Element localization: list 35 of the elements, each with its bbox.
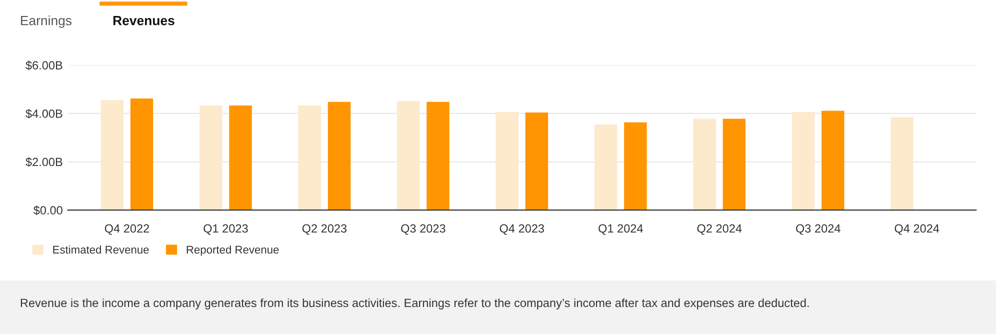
text: Revenue is the income a company generates from its business activities. Earnings refer to the company’s income after tax and expenses are deducted. [20, 298, 809, 310]
bar [890, 117, 914, 210]
bar [525, 112, 548, 210]
bar [229, 105, 252, 210]
bar [200, 105, 222, 210]
x-tick-label: Q1 2024 [598, 224, 643, 235]
y-tick-label: $6.00B [26, 60, 62, 70]
x-tick-label: Q2 2023 [302, 224, 347, 235]
legend-label: Reported Revenue [186, 245, 279, 256]
bar [594, 124, 618, 210]
bar [397, 101, 420, 210]
bar [792, 112, 815, 210]
y-tick-label: $2.00B [26, 157, 62, 167]
x-tick-label: Q4 2023 [500, 224, 544, 235]
x-tick-label: Q4 2022 [104, 224, 150, 235]
bar [822, 110, 844, 210]
bar [693, 118, 716, 210]
bar [496, 112, 518, 210]
y-tick-label: $0.00 [33, 206, 62, 216]
bar [298, 105, 321, 210]
y-tick-label: $4.00B [26, 108, 62, 119]
x-tick-label: Q1 2023 [204, 224, 248, 235]
bar [624, 122, 647, 210]
bar [426, 102, 450, 210]
bar [130, 98, 154, 210]
legend-label: Estimated Revenue [53, 245, 149, 254]
x-tick-label: Q3 2024 [796, 224, 840, 235]
x-tick-label: Q2 2024 [697, 224, 742, 235]
text: Earnings [21, 16, 72, 28]
text: Revenues [113, 16, 174, 26]
bar [328, 102, 351, 210]
bar [100, 100, 124, 210]
x-tick-label: Q4 2024 [894, 224, 940, 235]
bar [722, 118, 746, 210]
x-tick-label: Q3 2023 [401, 224, 446, 235]
